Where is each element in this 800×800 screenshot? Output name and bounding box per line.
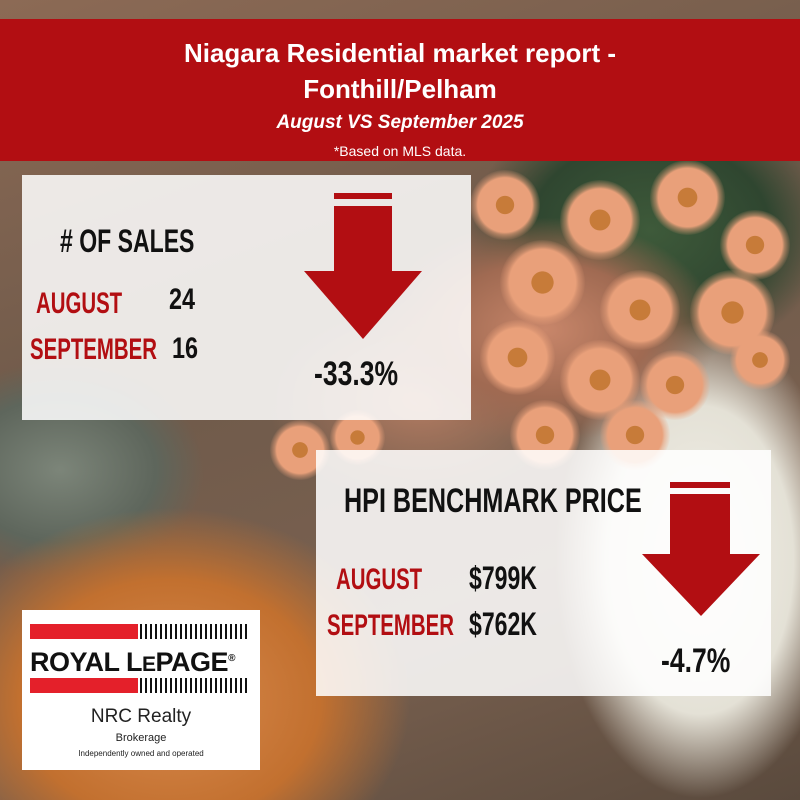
hpi-heading: HPI BENCHMARK PRICE xyxy=(344,482,642,520)
logo-barcode-top xyxy=(140,624,250,639)
sales-value-september: 16 xyxy=(172,332,199,365)
logo-red-bar-bottom xyxy=(30,678,138,693)
logo-red-bar-top xyxy=(30,624,138,639)
logo-brand-name: ROYAL LEPAGE® xyxy=(30,647,235,677)
logo-tagline: Independently owned and operated xyxy=(78,749,204,758)
sales-label-august: AUGUST xyxy=(36,287,123,320)
hpi-label-august: AUGUST xyxy=(336,563,423,596)
down-arrow-icon xyxy=(304,193,422,339)
hpi-change-percent: -4.7% xyxy=(661,642,731,680)
down-arrow-icon xyxy=(642,482,760,616)
royal-lepage-logo: ROYAL LEPAGE® NRC Realty Brokerage Indep… xyxy=(22,610,260,770)
hpi-label-september: SEPTEMBER xyxy=(327,609,454,642)
hpi-value-august: $799K xyxy=(469,560,537,596)
report-title-line2: Fonthill/Pelham xyxy=(303,74,497,104)
logo-office-name: NRC Realty xyxy=(90,706,192,727)
sales-label-september: SEPTEMBER xyxy=(30,333,157,366)
sales-change-percent: -33.3% xyxy=(314,355,399,393)
hpi-panel: HPI BENCHMARK PRICE AUGUST $799K SEPTEMB… xyxy=(316,450,771,696)
report-header: Niagara Residential market report - Font… xyxy=(0,19,800,161)
logo-brokerage-type: Brokerage xyxy=(115,732,167,744)
hpi-value-september: $762K xyxy=(469,606,537,642)
report-title-line1: Niagara Residential market report - xyxy=(183,38,617,68)
sales-panel: # OF SALES AUGUST 24 SEPTEMBER 16 -33.3% xyxy=(22,175,471,420)
logo-barcode-bottom xyxy=(140,678,250,693)
data-source-note: *Based on MLS data. xyxy=(333,143,467,159)
sales-value-august: 24 xyxy=(169,283,196,316)
sales-heading: # OF SALES xyxy=(60,223,195,259)
report-subtitle: August VS September 2025 xyxy=(276,112,524,133)
